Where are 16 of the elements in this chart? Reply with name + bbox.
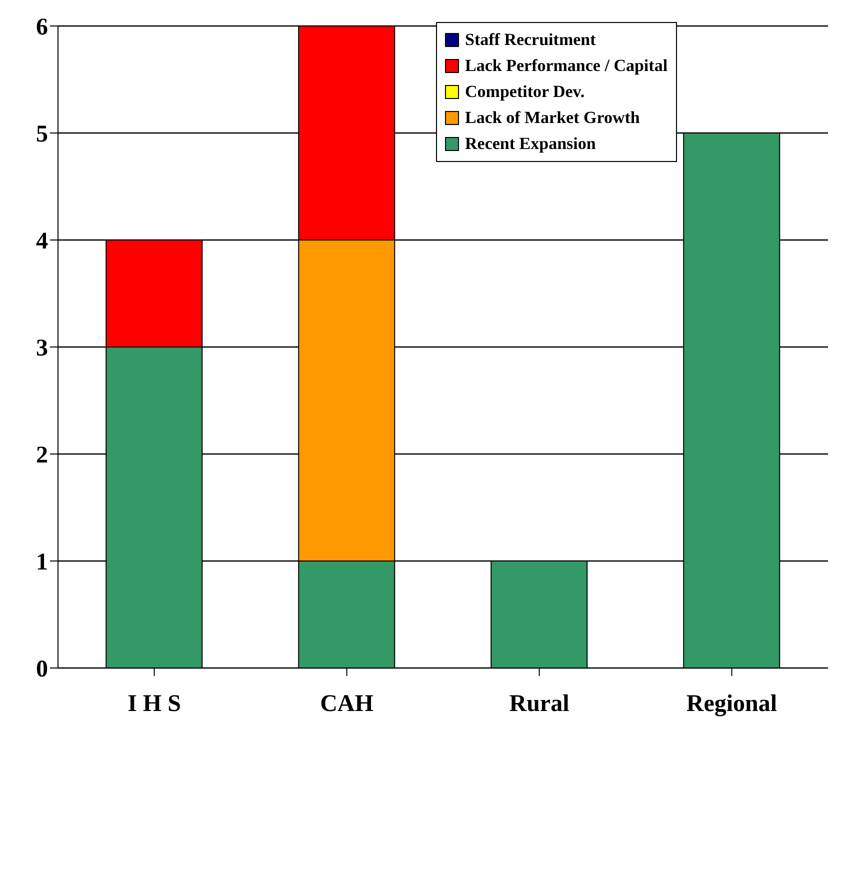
y-tick-label: 5 [36, 122, 48, 148]
legend-label: Competitor Dev. [465, 82, 585, 102]
x-tick-label: CAH [320, 691, 374, 718]
y-tick-label: 1 [36, 550, 48, 576]
y-tick-label: 4 [36, 228, 48, 255]
legend-label: Staff Recruitment [465, 30, 596, 50]
legend-label: Recent Expansion [465, 134, 596, 154]
y-tick-label: 6 [36, 14, 48, 41]
x-tick-label: I H S [128, 691, 181, 718]
legend-label: Lack Performance / Capital [465, 56, 668, 76]
legend-label: Lack of Market Growth [465, 108, 640, 128]
x-tick-label: Regional [686, 691, 778, 718]
y-tick-label: 3 [36, 336, 48, 362]
y-tick-label: 2 [36, 442, 48, 469]
y-tick-label: 0 [36, 656, 48, 683]
x-tick-label: Rural [509, 691, 570, 718]
